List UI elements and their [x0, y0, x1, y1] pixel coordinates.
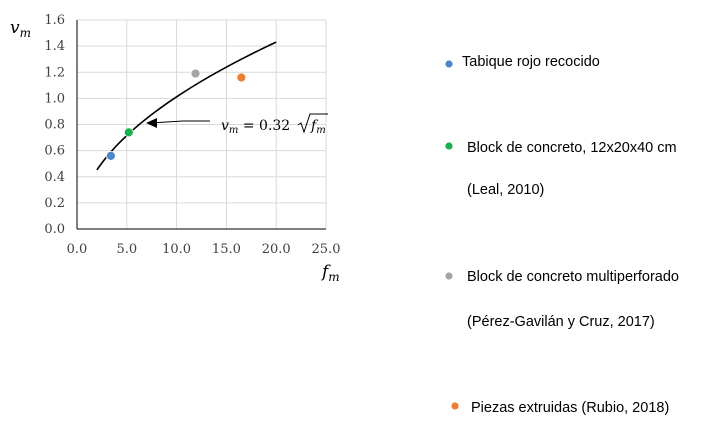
radicand-text: fm: [310, 118, 326, 136]
y-tick-label: 0.2: [44, 196, 65, 211]
legend-label: Tabique rojo recocido: [462, 54, 600, 70]
tick-labels: 0.0 0.2 0.4 0.6 0.8 1.0 1.2 1.4 1.6 0.0 5.0 10.0 15.…: [44, 13, 340, 257]
x-tick-label: 15.0: [212, 242, 241, 257]
equation-text: vm = 0.32: [221, 118, 290, 136]
x-tick-label: 5.0: [116, 242, 137, 257]
y-tick-label: 1.6: [44, 13, 65, 28]
legend-label: Block de concreto, 12x20x40 cm: [467, 140, 677, 156]
legend-marker: [444, 141, 454, 151]
y-axis-label: vm: [10, 18, 31, 40]
legend-marker: [444, 59, 454, 69]
annotation-arrowhead: [146, 118, 157, 128]
y-tick-label: 0.6: [44, 144, 65, 159]
x-tick-label: 25.0: [312, 242, 341, 257]
legend-label: Block de concreto multiperforado: [467, 269, 679, 285]
x-tick-label: 10.0: [162, 242, 191, 257]
equation-annotation: vm = 0.32 fm: [146, 113, 328, 136]
x-axis-label: fm: [320, 262, 340, 284]
y-tick-label: 1.4: [44, 39, 65, 54]
data-point: [236, 72, 247, 83]
x-tick-label: 20.0: [262, 242, 291, 257]
grid: [76, 19, 327, 230]
data-point: [105, 150, 116, 161]
y-tick-label: 1.0: [44, 91, 65, 106]
data-points: [105, 68, 247, 161]
annotation-arrow: [149, 120, 210, 124]
y-tick-label: 0.0: [44, 222, 65, 237]
y-tick-label: 0.4: [44, 170, 65, 185]
data-point: [190, 68, 201, 79]
radical-sign: [297, 113, 328, 134]
legend-label: (Leal, 2010): [467, 182, 544, 198]
data-point: [123, 127, 134, 138]
legend-marker: [444, 271, 454, 281]
x-tick-label: 0.0: [67, 242, 88, 257]
legend-marker: [450, 401, 460, 411]
axes: [76, 20, 326, 230]
y-tick-label: 1.2: [44, 65, 65, 80]
legend: Tabique rojo recocido Block de concreto, …: [444, 54, 679, 416]
legend-label: Piezas extruidas (Rubio, 2018): [471, 400, 669, 416]
legend-label: (Pérez-Gavilán y Cruz, 2017): [467, 314, 655, 330]
y-tick-label: 0.8: [44, 118, 65, 133]
